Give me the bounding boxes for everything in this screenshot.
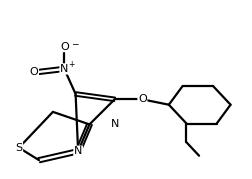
- Text: −: −: [71, 39, 78, 48]
- Text: N: N: [110, 118, 119, 129]
- Text: N: N: [74, 146, 82, 156]
- Text: O: O: [138, 94, 147, 104]
- Text: S: S: [15, 143, 22, 153]
- Text: O: O: [30, 67, 38, 78]
- Text: N: N: [60, 64, 69, 74]
- Text: O: O: [60, 42, 69, 52]
- Text: +: +: [68, 60, 74, 69]
